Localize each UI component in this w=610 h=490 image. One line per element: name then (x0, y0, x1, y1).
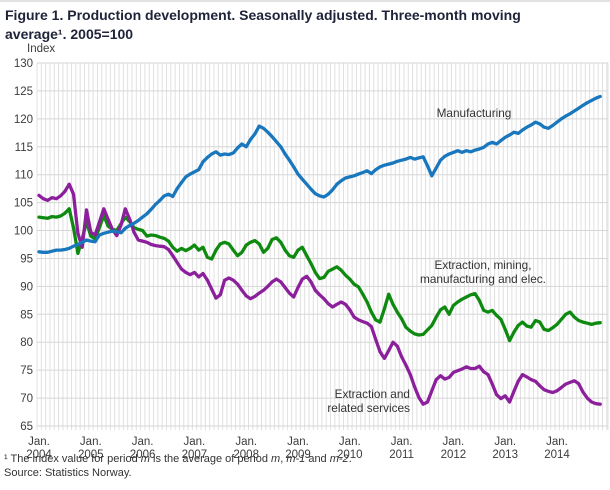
source-line: Source: Statistics Norway. (4, 467, 132, 479)
x-tick-month-label: Jan. (494, 436, 516, 448)
y-tick-label: 90 (20, 281, 33, 293)
x-tick-year-label: 2009 (285, 449, 311, 461)
footnote-segment: and (305, 453, 330, 465)
x-tick-month-label: Jan. (443, 436, 465, 448)
footnote-segment: , (280, 453, 287, 465)
x-tick-month-label: Jan. (287, 436, 309, 448)
x-tick-year-label: 2005 (78, 449, 104, 461)
series-line-manufacturing (37, 94, 602, 254)
y-tick-label: 65 (20, 421, 33, 433)
footnote-segment: ¹ The index value for period (4, 453, 141, 465)
x-tick-month-label: Jan. (339, 436, 361, 448)
series-label: Extraction and (335, 387, 410, 401)
x-tick-month-label: Jan. (184, 436, 206, 448)
x-tick-year-label: 2010 (337, 449, 363, 461)
x-tick-year-label: 2008 (233, 449, 259, 461)
y-tick-label: 105 (14, 198, 33, 210)
x-tick-year-label: 2006 (130, 449, 156, 461)
footnote-segment: m (271, 453, 281, 465)
y-tick-label: 70 (20, 393, 33, 405)
x-tick-year-label: 2012 (441, 449, 467, 461)
x-tick-year-label: 2013 (492, 449, 518, 461)
y-tick-label: 95 (20, 254, 33, 266)
footnote-segment: m-1 (286, 453, 306, 465)
x-tick-year-label: 2004 (26, 449, 52, 461)
series-label: Manufacturing (437, 106, 512, 120)
series-label: manufacturing and elec. (420, 272, 546, 286)
x-tick-month-label: Jan. (132, 436, 154, 448)
series-label: Extraction, mining, (434, 258, 531, 272)
x-tick-year-label: 2011 (389, 449, 414, 461)
x-tick-year-label: 2014 (544, 449, 570, 461)
chart-title: Figure 1. Production development. Season… (5, 7, 521, 42)
series-label: related services (327, 401, 410, 415)
footnote-segment: . (348, 453, 352, 465)
x-tick-month-label: Jan. (80, 436, 102, 448)
y-axis-unit-label: Index (27, 43, 56, 55)
x-tick-year-label: 2007 (182, 449, 208, 461)
y-tick-label: 85 (20, 309, 33, 321)
y-tick-label: 75 (20, 365, 33, 377)
x-tick-month-label: Jan. (235, 436, 257, 448)
footnote-segment: m-2 (329, 453, 349, 465)
y-tick-label: 115 (15, 142, 33, 154)
y-tick-label: 130 (14, 58, 33, 70)
footnote-segment: is the average of period (149, 453, 272, 465)
y-tick-label: 80 (20, 337, 33, 349)
y-tick-label: 100 (14, 226, 33, 238)
x-tick-month-label: Jan. (28, 436, 50, 448)
x-tick-month-label: Jan. (391, 436, 413, 448)
y-tick-label: 120 (14, 114, 33, 126)
footnote-segment: m (140, 453, 150, 465)
footnote: ¹ The index value for period m is the av… (4, 453, 352, 465)
y-tick-label: 125 (14, 86, 33, 98)
y-tick-label: 110 (15, 170, 33, 182)
series-line-extraction-and-related-services (37, 182, 602, 406)
x-tick-month-label: Jan. (546, 436, 568, 448)
